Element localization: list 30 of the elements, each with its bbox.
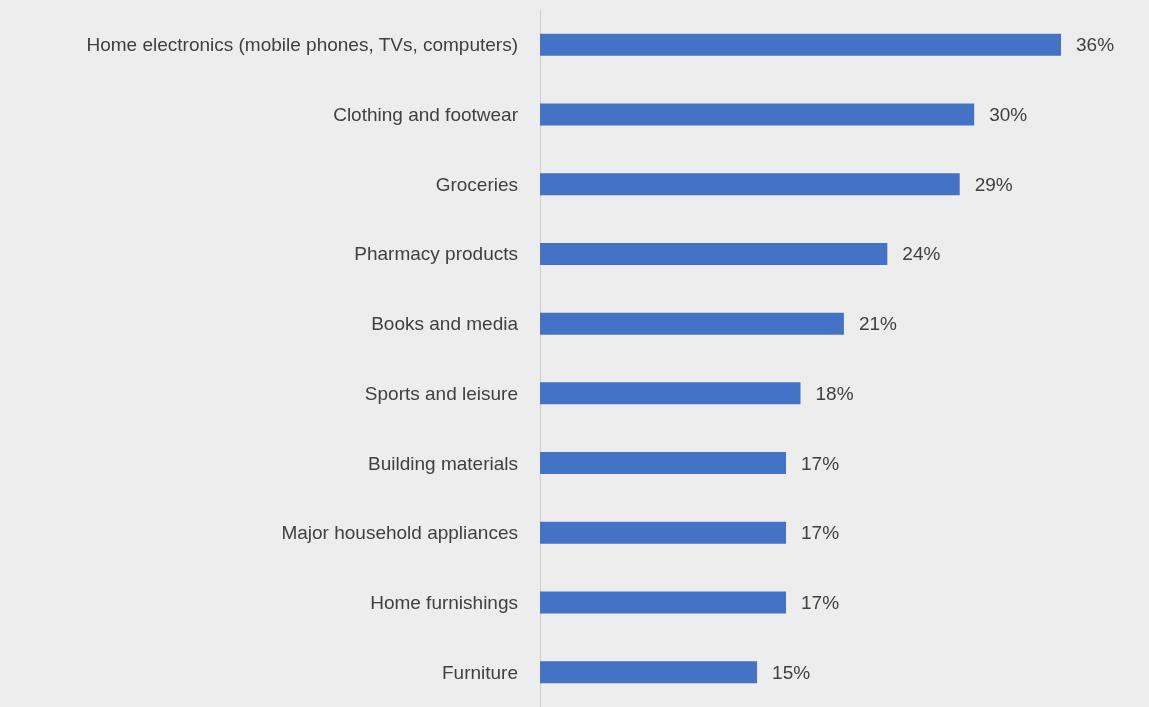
data-label: 17% bbox=[801, 591, 840, 613]
y-tick-label: Furniture bbox=[441, 661, 518, 683]
data-label: 24% bbox=[902, 243, 941, 265]
bar bbox=[540, 173, 960, 196]
y-tick-label: Clothing and footwear bbox=[333, 104, 519, 126]
data-label: 15% bbox=[772, 661, 811, 683]
y-tick-label: Groceries bbox=[435, 173, 518, 195]
data-label: 17% bbox=[801, 452, 840, 474]
y-tick-label: Home furnishings bbox=[370, 591, 518, 613]
data-label: 17% bbox=[801, 522, 840, 544]
data-label: 30% bbox=[989, 104, 1028, 126]
data-label: 36% bbox=[1076, 34, 1115, 56]
bar bbox=[540, 382, 801, 405]
y-tick-label: Home electronics (mobile phones, TVs, computers) bbox=[86, 34, 518, 56]
bar bbox=[540, 33, 1061, 56]
data-label: 18% bbox=[815, 382, 854, 404]
y-tick-label: Major household appliances bbox=[281, 522, 518, 544]
data-label: 21% bbox=[858, 313, 898, 335]
bar bbox=[540, 661, 758, 684]
bar bbox=[540, 591, 787, 614]
y-tick-label: Books and media bbox=[371, 313, 519, 335]
bar bbox=[540, 452, 787, 475]
y-tick-label: Sports and leisure bbox=[364, 382, 518, 404]
bar bbox=[540, 521, 787, 544]
bar bbox=[540, 242, 888, 265]
bar bbox=[540, 103, 975, 126]
y-tick-label: Building materials bbox=[368, 452, 518, 474]
bar bbox=[540, 312, 844, 335]
data-label: 29% bbox=[974, 173, 1013, 195]
y-tick-label: Pharmacy products bbox=[354, 243, 518, 265]
